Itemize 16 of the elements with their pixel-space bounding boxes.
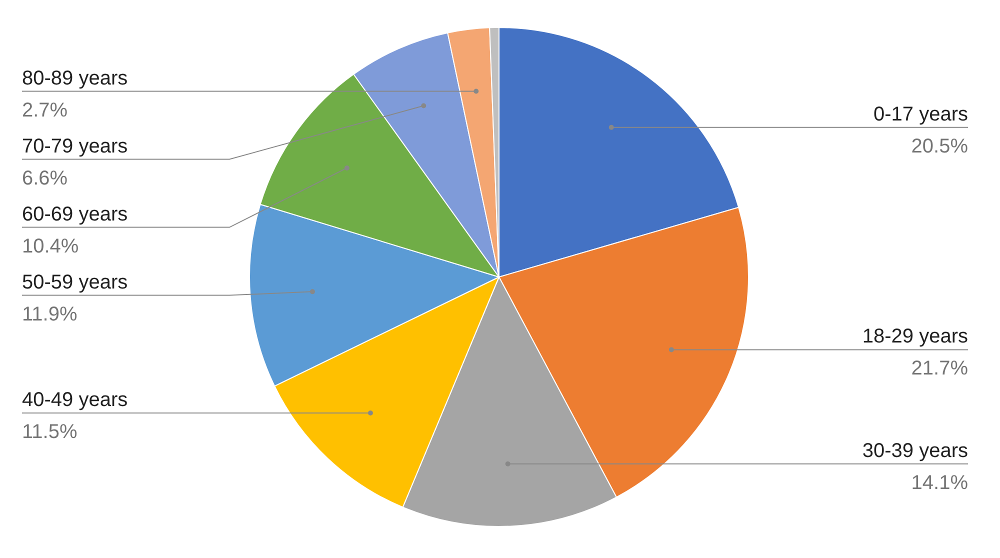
slice-label: 80-89 years [22,67,128,90]
slice-label: 60-69 years [22,203,128,226]
data-label: 14.1% [911,472,968,494]
data-label: 6.6% [22,167,68,190]
data-label: 20.5% [911,135,968,158]
slice-label: 70-79 years [22,135,128,158]
data-label: 10.4% [22,235,79,258]
slice-label: 50-59 years [22,271,128,294]
data-label: 21.7% [911,358,968,380]
data-label: 11.9% [22,303,78,326]
data-label: 11.5% [22,421,78,444]
slice-label: 40-49 years [22,389,128,412]
data-label: 2.7% [22,99,68,122]
slice-label: 30-39 years [862,440,968,462]
slice-label: 0-17 years [874,103,968,126]
slice-label: 18-29 years [862,326,968,348]
